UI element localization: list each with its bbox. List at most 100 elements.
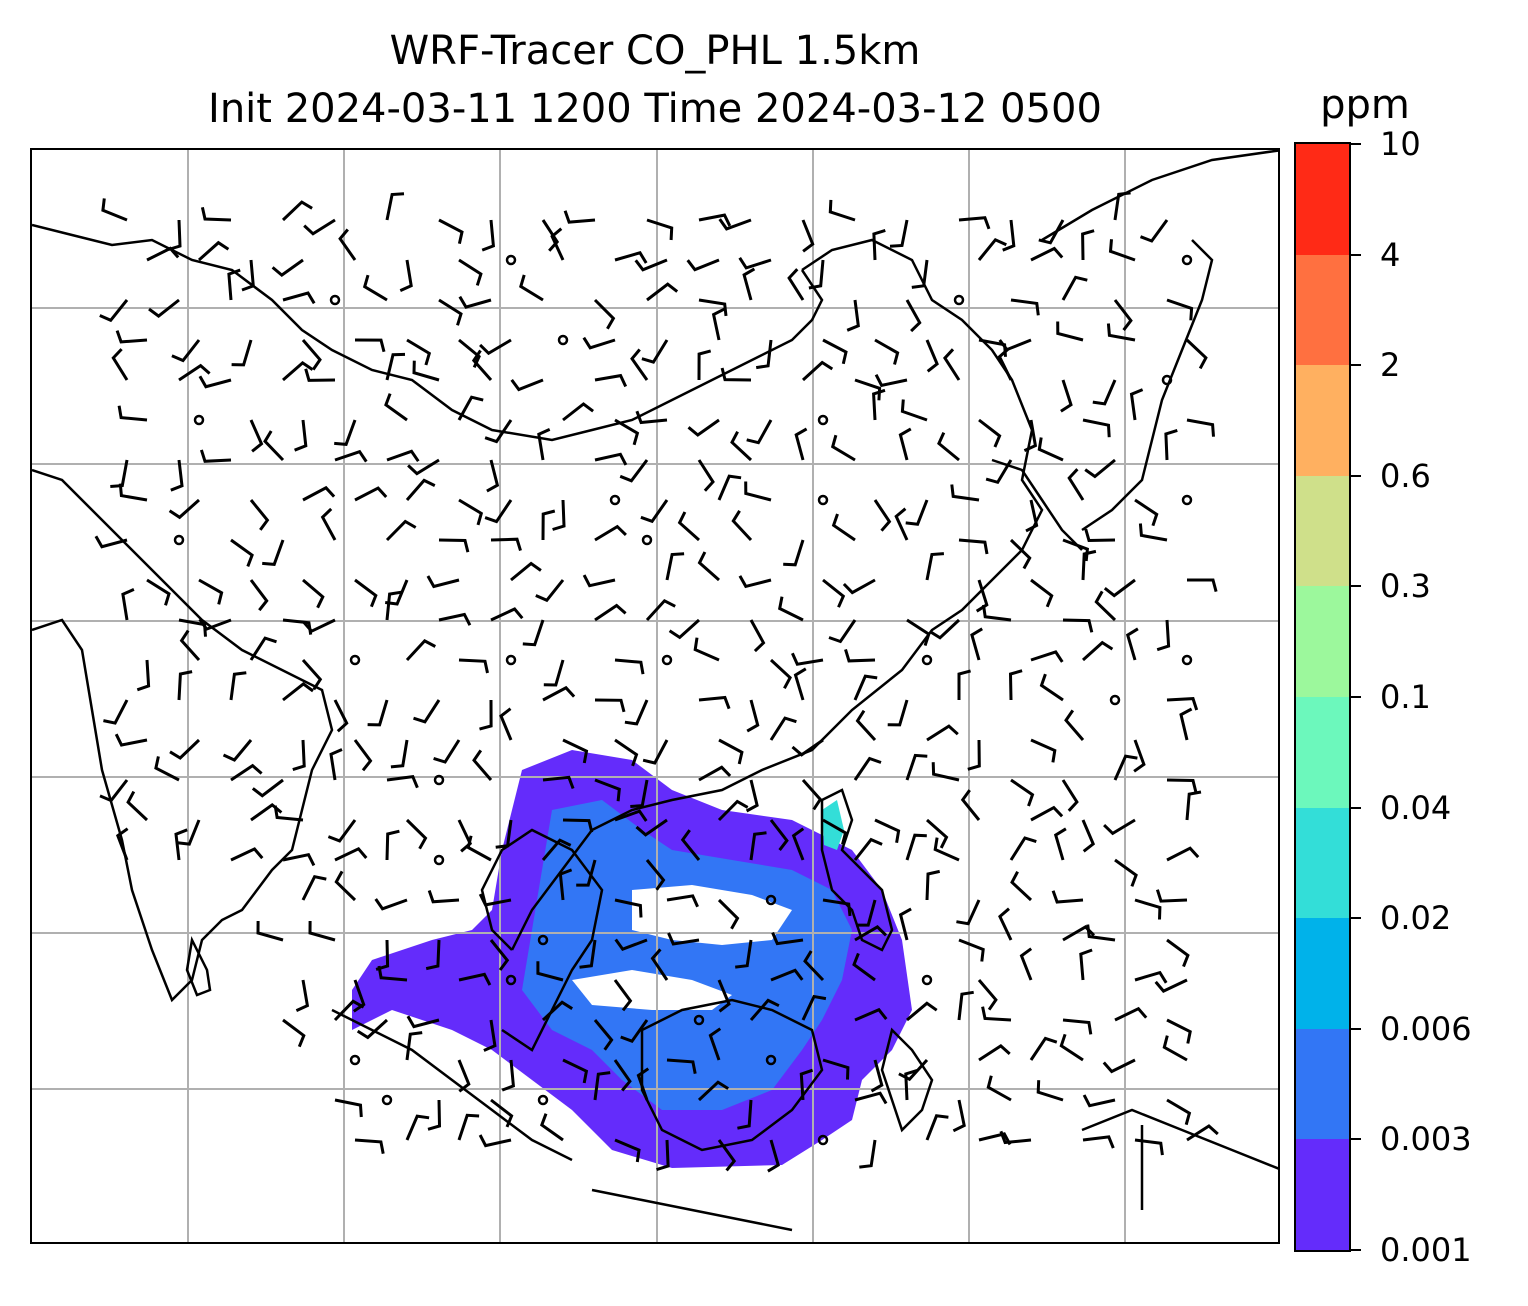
colorbar-segment bbox=[1296, 697, 1349, 809]
calm-marker bbox=[381, 1094, 393, 1106]
wind-barb bbox=[481, 219, 495, 252]
wind-barb bbox=[1179, 707, 1193, 741]
wind-barb bbox=[354, 1138, 385, 1154]
wind-barb bbox=[698, 298, 728, 317]
wind-barb bbox=[749, 619, 766, 653]
wind-barb bbox=[1082, 1094, 1116, 1108]
wind-barb bbox=[967, 739, 981, 771]
wind-barb bbox=[925, 552, 945, 581]
wind-barb bbox=[490, 1098, 514, 1128]
chart-subtitle: Init 2024-03-11 1200 Time 2024-03-12 050… bbox=[208, 86, 1102, 132]
wind-barb bbox=[981, 1006, 1012, 1022]
calm-marker bbox=[433, 774, 445, 786]
chart-title: WRF-Tracer CO_PHL 1.5km bbox=[389, 28, 921, 74]
wind-barb bbox=[479, 338, 512, 356]
wind-barb bbox=[1155, 889, 1188, 903]
coast-japan bbox=[1081, 239, 1214, 532]
wind-barb bbox=[542, 775, 575, 790]
colorbar-segment bbox=[1296, 365, 1349, 477]
calm-marker bbox=[505, 254, 517, 266]
calm-marker bbox=[329, 294, 341, 306]
wind-barb bbox=[582, 336, 616, 350]
wind-barb bbox=[853, 837, 883, 861]
wind-barb bbox=[905, 299, 922, 333]
wind-barb bbox=[958, 538, 989, 555]
wind-barb bbox=[499, 707, 513, 741]
wind-barb bbox=[614, 738, 639, 767]
wind-barb bbox=[174, 828, 188, 861]
wind-barb bbox=[352, 979, 366, 1013]
colorbar-tick-label: 0.006 bbox=[1380, 1009, 1472, 1048]
coast-philippines bbox=[820, 788, 894, 952]
wind-barb bbox=[282, 291, 316, 305]
wind-barb bbox=[1084, 458, 1116, 479]
wind-barb bbox=[282, 361, 314, 382]
calm-marker bbox=[1181, 654, 1193, 666]
wind-barb bbox=[977, 237, 1007, 261]
coast-java bbox=[591, 1188, 793, 1232]
wind-barb bbox=[1156, 619, 1171, 652]
wind-barb bbox=[677, 511, 700, 542]
calm-marker bbox=[765, 894, 777, 906]
wind-barb bbox=[543, 659, 565, 687]
wind-barb bbox=[490, 537, 522, 552]
wind-barb bbox=[614, 898, 643, 918]
wind-barb bbox=[1185, 790, 1202, 821]
wind-barb bbox=[854, 378, 882, 401]
wind-barb bbox=[405, 478, 436, 501]
wind-barb bbox=[385, 590, 402, 621]
wind-barb bbox=[614, 658, 645, 675]
wind-barb bbox=[1166, 938, 1190, 968]
wind-barb bbox=[536, 961, 564, 982]
wind-barb bbox=[1166, 778, 1198, 793]
wind-barb bbox=[1166, 298, 1194, 321]
colorbar-segment bbox=[1296, 918, 1349, 1030]
wind-barb bbox=[458, 258, 483, 286]
wind-barb bbox=[717, 474, 742, 501]
wind-barb bbox=[950, 484, 980, 502]
wind-barb bbox=[630, 348, 649, 381]
wind-barb bbox=[177, 819, 201, 846]
wind-barb bbox=[898, 907, 912, 941]
wind-barb bbox=[999, 1130, 1032, 1145]
wind-barb bbox=[227, 268, 241, 301]
wind-barb bbox=[787, 268, 805, 301]
wind-barb bbox=[399, 259, 413, 292]
wind-barb bbox=[1037, 437, 1064, 462]
wind-barb bbox=[738, 575, 772, 589]
calm-marker bbox=[349, 654, 361, 666]
calm-marker bbox=[953, 294, 965, 306]
wind-barb bbox=[873, 499, 892, 532]
wind-barb bbox=[427, 1099, 442, 1131]
wind-barb bbox=[960, 789, 981, 821]
wind-barb bbox=[327, 819, 357, 843]
wind-barb bbox=[1081, 819, 1096, 853]
wind-barb bbox=[998, 338, 1032, 352]
wind-barb bbox=[168, 498, 200, 520]
colorbar-segment bbox=[1296, 807, 1349, 919]
wind-barb bbox=[1086, 924, 1116, 942]
calm-marker bbox=[921, 654, 933, 666]
colorbar-tick-label: 2 bbox=[1380, 346, 1401, 385]
wind-barb bbox=[458, 498, 484, 526]
wind-barb bbox=[697, 551, 720, 582]
wind-barb bbox=[334, 1098, 363, 1118]
wind-barb bbox=[356, 1018, 389, 1040]
wind-barb bbox=[406, 338, 432, 366]
calm-marker bbox=[557, 334, 569, 346]
wind-barb bbox=[582, 574, 616, 588]
wind-barb bbox=[620, 1019, 649, 1044]
wind-barb bbox=[801, 360, 834, 382]
colorbar-segment bbox=[1296, 1139, 1349, 1251]
wind-barb bbox=[510, 378, 544, 392]
wind-barb bbox=[115, 330, 148, 344]
wind-barb bbox=[905, 753, 928, 781]
wind-barb bbox=[281, 200, 313, 222]
wind-barb bbox=[457, 1113, 480, 1141]
wind-barb bbox=[842, 578, 876, 595]
calm-marker bbox=[505, 654, 517, 666]
calm-marker bbox=[817, 494, 829, 506]
coast-borneo bbox=[640, 998, 824, 1152]
wind-barb bbox=[1113, 191, 1131, 221]
wind-barb bbox=[1134, 970, 1168, 984]
